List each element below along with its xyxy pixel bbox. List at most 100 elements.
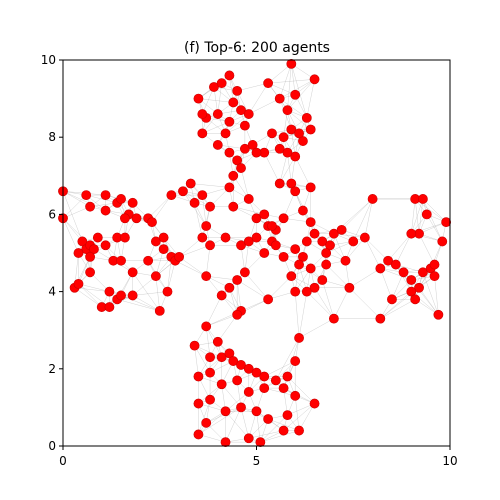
network-edge: [267, 275, 292, 300]
x-tick-label: 10: [442, 454, 457, 468]
agent-point: [294, 128, 304, 139]
agent-point: [359, 232, 370, 243]
network-edge: [426, 214, 443, 242]
agent-point: [209, 82, 219, 92]
agent-point: [294, 333, 304, 343]
network-edge: [225, 411, 249, 439]
agent-point: [228, 201, 239, 212]
network-edge: [240, 299, 269, 312]
agent-point: [390, 259, 401, 270]
network-edge: [155, 276, 160, 311]
network-edge: [279, 156, 296, 184]
network-edge: [205, 326, 211, 358]
agent-point: [309, 398, 320, 409]
agent-point: [85, 267, 95, 278]
agent-point: [251, 406, 262, 417]
network-edge: [279, 79, 315, 99]
agent-point: [406, 286, 417, 297]
agent-point: [116, 194, 126, 204]
network-edge: [117, 299, 160, 312]
agent-point: [239, 120, 250, 131]
agent-point: [278, 251, 289, 262]
agent-point: [212, 336, 223, 347]
agent-point: [309, 228, 320, 239]
agent-point: [220, 406, 231, 417]
agent-point: [193, 371, 204, 382]
agent-point: [104, 286, 115, 297]
agent-point: [263, 294, 274, 305]
plot-area: [58, 58, 452, 448]
agent-point: [243, 109, 254, 119]
network-edge: [62, 218, 83, 242]
agent-point: [278, 383, 289, 393]
agent-point: [282, 147, 293, 158]
agent-point: [224, 70, 235, 81]
agent-point: [220, 128, 231, 139]
network-edge: [314, 287, 335, 319]
network-edge: [132, 291, 168, 296]
network-edge: [221, 272, 246, 296]
network-edge: [422, 198, 447, 223]
network-edge: [225, 113, 249, 134]
network-edge: [237, 279, 269, 300]
agent-point: [236, 360, 246, 370]
agent-point: [278, 213, 289, 224]
agent-point: [298, 251, 308, 262]
network-edge: [364, 237, 381, 269]
agent-point: [127, 290, 138, 301]
agent-point: [193, 398, 204, 409]
network-edge: [62, 191, 83, 242]
agent-point: [305, 217, 316, 228]
agent-point: [375, 313, 386, 324]
network-edge: [120, 295, 160, 312]
agent-point: [255, 437, 266, 448]
agent-point: [290, 356, 301, 366]
agent-point: [232, 275, 243, 285]
agent-point: [243, 433, 254, 444]
network-edge: [298, 291, 308, 338]
agent-point: [410, 294, 421, 305]
agent-point: [216, 352, 227, 363]
network-edge: [287, 63, 292, 111]
agent-point: [212, 140, 223, 150]
agent-point: [301, 286, 312, 297]
network-edge: [256, 411, 261, 443]
network-edge: [244, 272, 269, 300]
agent-point: [429, 259, 440, 270]
agent-point: [147, 217, 157, 228]
agent-point: [290, 286, 301, 297]
network-edge: [151, 194, 172, 223]
network-edge: [260, 430, 300, 443]
network-edge: [225, 407, 242, 443]
x-axis: 0 5 10: [59, 446, 458, 468]
network-edge: [283, 403, 315, 431]
network-edge: [190, 183, 230, 188]
network-edge: [298, 318, 335, 339]
agent-point: [232, 375, 243, 386]
agent-point: [212, 109, 223, 119]
network-edge: [62, 191, 106, 211]
agent-point: [429, 271, 440, 282]
agent-point: [243, 387, 254, 397]
y-tick-label: 6: [48, 207, 56, 221]
agent-point: [301, 113, 312, 123]
agent-point: [216, 78, 227, 89]
agent-point: [305, 263, 316, 274]
network-edge: [225, 391, 249, 412]
network-edge: [391, 272, 404, 300]
network-edge: [194, 202, 203, 238]
agent-point: [178, 186, 188, 197]
y-tick-label: 10: [41, 53, 56, 67]
network-edge: [345, 237, 366, 261]
agent-point: [197, 128, 208, 139]
agent-point: [321, 259, 332, 270]
network-edge: [287, 152, 292, 184]
agent-point: [406, 228, 417, 239]
agent-point: [150, 236, 161, 247]
agent-point: [441, 217, 452, 228]
agent-point: [325, 240, 335, 251]
agent-point: [239, 143, 250, 154]
agent-point: [224, 147, 235, 158]
network-edge: [237, 82, 269, 92]
network-edge: [411, 198, 424, 234]
